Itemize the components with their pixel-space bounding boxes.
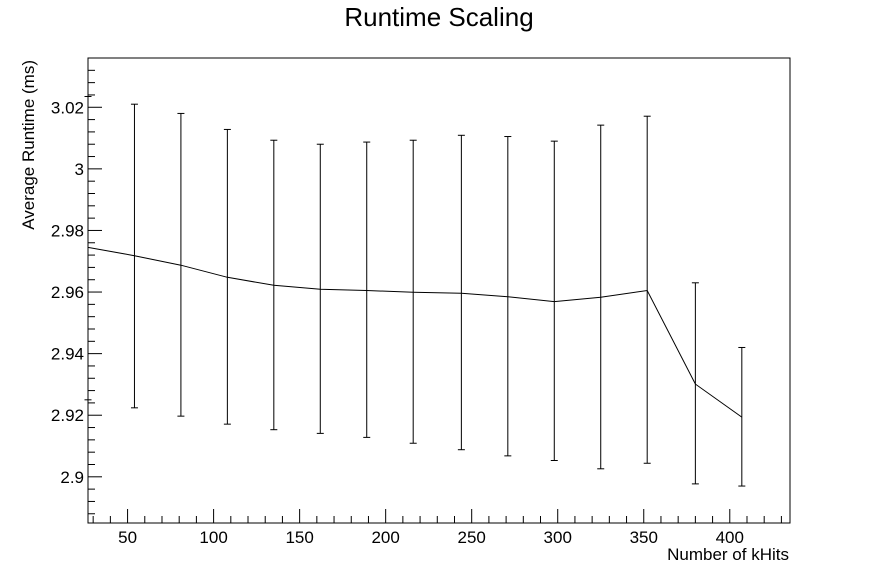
x-tick-label: 100 (199, 528, 227, 547)
y-tick-label: 2.96 (51, 283, 84, 302)
x-tick-label: 350 (630, 528, 658, 547)
x-tick-label: 50 (118, 528, 137, 547)
x-axis-label: Number of kHits (667, 545, 789, 564)
x-tick-label: 200 (371, 528, 399, 547)
x-tick-label: 150 (285, 528, 313, 547)
y-tick-label: 2.98 (51, 221, 84, 240)
y-tick-label: 3 (75, 160, 84, 179)
axis-ticks (88, 57, 782, 523)
chart-title: Runtime Scaling (344, 2, 533, 32)
y-tick-label: 2.9 (60, 468, 84, 487)
x-tick-label: 300 (544, 528, 572, 547)
series-line (87, 246, 743, 418)
y-tick-label: 3.02 (51, 98, 84, 117)
y-tick-label: 2.92 (51, 406, 84, 425)
error-bars (84, 95, 746, 487)
x-tick-label: 400 (716, 528, 744, 547)
y-axis-label: Average Runtime (ms) (19, 60, 38, 230)
x-tick-label: 250 (458, 528, 486, 547)
y-tick-label: 2.94 (51, 345, 84, 364)
plot-frame (87, 57, 791, 524)
axis-tick-labels: 50 100 150 200 250 300 350 400 2.9 2.92 2.94 2.96 2.… (51, 98, 744, 547)
